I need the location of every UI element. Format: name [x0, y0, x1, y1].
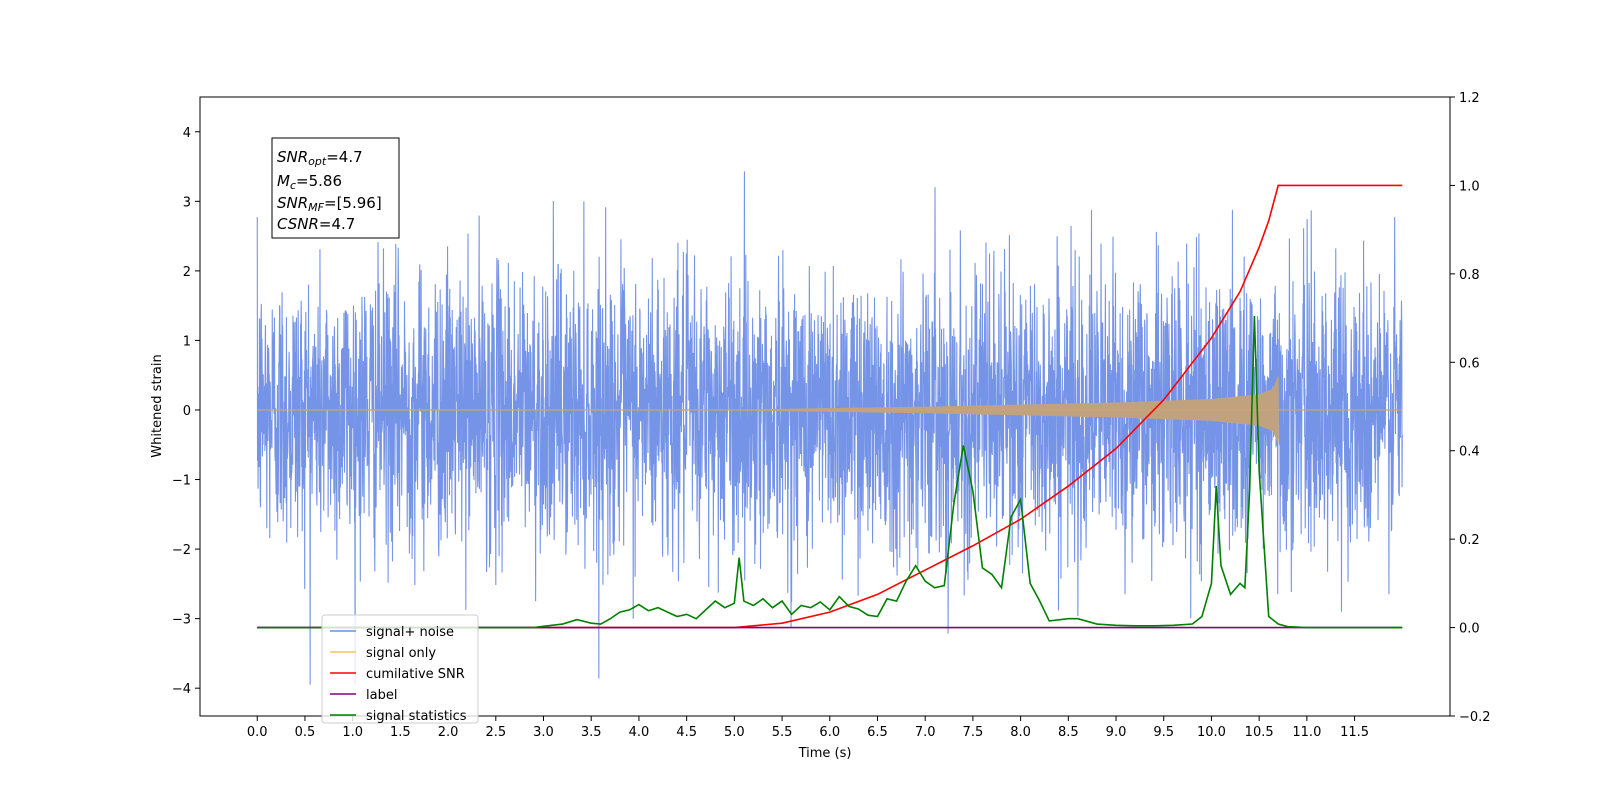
x-tick-label: 6.0 [819, 725, 840, 740]
y-right-tick-label: 0.2 [1459, 533, 1480, 548]
x-tick-label: 9.5 [1153, 725, 1174, 740]
legend: signal+ noise signal only cumilative SNR la… [321, 614, 479, 724]
annotation-frame [271, 137, 400, 239]
x-tick-label: 8.5 [1058, 725, 1079, 740]
x-tick-label: 11.5 [1340, 725, 1369, 740]
annotation-snr-mf: SNRMF=[5.96] [277, 194, 382, 214]
x-tick-label: 3.0 [533, 725, 554, 740]
annotation-box: SNRopt=4.7 Mc=5.86 SNRMF=[5.96] CSNR=4.7 [271, 137, 400, 239]
x-tick-label: 10.5 [1245, 725, 1274, 740]
x-tick-label: 6.5 [867, 725, 888, 740]
legend-label-cumilative-snr: cumilative SNR [366, 667, 465, 682]
legend-label-signal-noise: signal+ noise [366, 625, 454, 640]
y-left-tick-label: 0 [183, 404, 191, 419]
x-tick-label: 2.5 [485, 725, 506, 740]
y-left-tick-label: 1 [183, 334, 191, 349]
legend-label-label: label [366, 688, 397, 703]
x-axis: 0.0 0.5 1.0 1.5 2.0 2.5 3.0 3.5 4.0 4.5 5.0 5.5 6.0 6… [247, 716, 1369, 740]
x-tick-label: 5.0 [724, 725, 745, 740]
x-tick-label: 5.5 [772, 725, 793, 740]
x-tick-label: 0.0 [247, 725, 268, 740]
y-left-tick-label: 4 [183, 126, 191, 141]
y-left-tick-label: −2 [172, 543, 191, 558]
annotation-csnr: CSNR=4.7 [277, 215, 355, 233]
legend-frame [321, 614, 479, 724]
x-tick-label: 2.0 [438, 725, 459, 740]
x-tick-label: 7.0 [915, 725, 936, 740]
y-right-tick-label: 0.0 [1459, 622, 1480, 637]
y-left-tick-label: 2 [183, 265, 191, 280]
x-tick-label: 11.0 [1292, 725, 1321, 740]
y-right-tick-label: 1.0 [1459, 179, 1480, 194]
legend-label-signal-statistics: signal statistics [366, 709, 467, 724]
y-axis-left: −4 −3 −2 −1 0 1 2 3 4 [172, 126, 200, 697]
y-right-tick-label: 0.6 [1459, 356, 1480, 371]
x-axis-label: Time (s) [798, 746, 852, 761]
legend-label-signal-only: signal only [366, 646, 436, 661]
x-tick-label: 4.0 [629, 725, 650, 740]
x-tick-label: 8.0 [1010, 725, 1031, 740]
x-tick-label: 1.5 [390, 725, 411, 740]
x-tick-label: 1.0 [342, 725, 363, 740]
y-left-tick-label: −4 [172, 682, 191, 697]
y-right-tick-label: 0.4 [1459, 445, 1480, 460]
annotation-chirp-mass: Mc=5.86 [277, 172, 342, 192]
y-left-tick-label: −3 [172, 613, 191, 628]
y-left-tick-label: 3 [183, 195, 191, 210]
x-tick-label: 3.5 [581, 725, 602, 740]
y-left-tick-label: −1 [172, 474, 191, 489]
axes-frame [199, 96, 1451, 717]
plot-area [256, 171, 1403, 685]
annotation-snr-opt: SNRopt=4.7 [277, 148, 363, 168]
x-tick-label: 7.5 [963, 725, 984, 740]
y-axis-left-label: Whitened strain [150, 354, 165, 457]
x-tick-label: 0.5 [295, 725, 316, 740]
x-tick-label: 4.5 [676, 725, 697, 740]
x-tick-label: 9.0 [1106, 725, 1127, 740]
x-tick-label: 10.0 [1197, 725, 1226, 740]
y-right-tick-label: 1.2 [1459, 91, 1480, 106]
y-right-tick-label: 0.8 [1459, 268, 1480, 283]
y-axis-right: −0.2 0.0 0.2 0.4 0.6 0.8 1.0 1.2 [1450, 91, 1491, 725]
series-signal-statistics-line [257, 315, 1403, 629]
series-cumilative-snr-line [257, 184, 1403, 629]
y-right-tick-label: −0.2 [1459, 710, 1491, 725]
